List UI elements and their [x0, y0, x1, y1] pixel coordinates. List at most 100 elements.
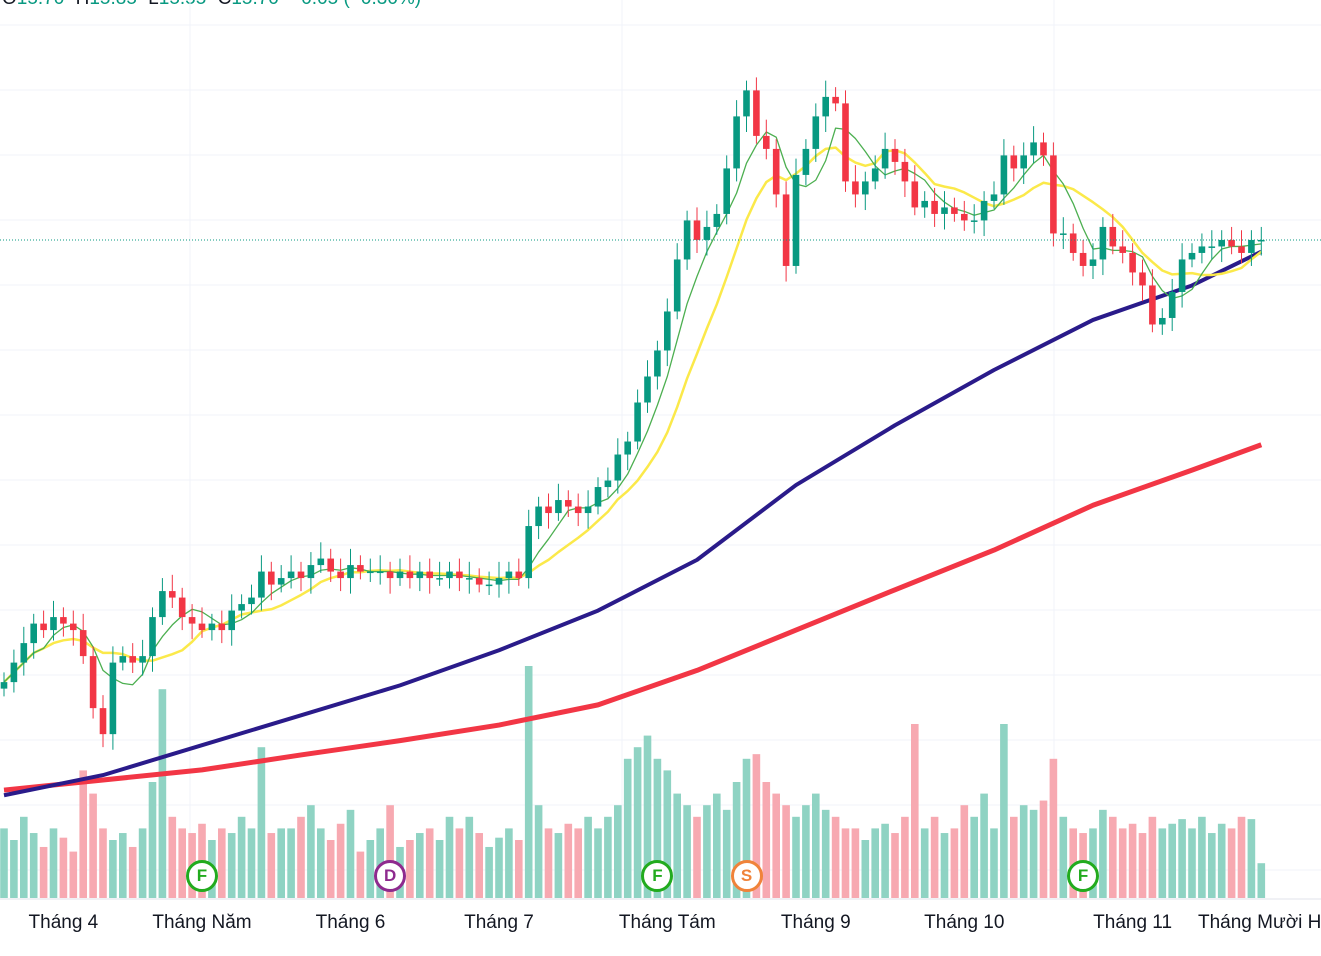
- volume-bar: [643, 735, 652, 898]
- volume-bar: [416, 833, 424, 898]
- candle-body: [1000, 155, 1008, 195]
- volume-bar: [861, 840, 870, 898]
- high-value: 15.85: [89, 0, 137, 9]
- volume-bar: [59, 837, 68, 898]
- candle-body: [475, 578, 483, 585]
- open-value: 15.70: [17, 0, 65, 9]
- candle-body: [980, 200, 988, 221]
- candle-body: [1238, 246, 1245, 253]
- volume-bar: [326, 840, 335, 898]
- volume-bar: [386, 805, 394, 898]
- volume-bar: [633, 747, 642, 898]
- volume-bar: [574, 828, 582, 898]
- volume-bar: [742, 758, 751, 898]
- volume-bar: [831, 816, 840, 898]
- open-label: O: [2, 0, 17, 9]
- candle-body: [1248, 239, 1255, 253]
- volume-bar: [772, 793, 780, 898]
- candle-body: [614, 454, 622, 481]
- candle-body: [347, 565, 354, 579]
- volume-bar: [1217, 823, 1226, 898]
- volume-bar: [891, 833, 899, 898]
- candle-body: [911, 181, 919, 208]
- volume-bar: [564, 823, 573, 898]
- time-axis-label: Tháng Tám: [618, 912, 716, 933]
- volume-bar: [1019, 805, 1028, 898]
- volume-bar: [623, 758, 632, 898]
- candle-body: [129, 656, 136, 663]
- volume-bar: [881, 823, 889, 898]
- ma-fast-line: [3, 127, 1262, 686]
- candle-body: [287, 571, 295, 579]
- candle-body: [466, 578, 473, 580]
- time-axis-label: Tháng Mười Hai: [1198, 912, 1321, 933]
- candle-body: [268, 571, 275, 585]
- volume-bar: [722, 809, 731, 898]
- candle-body: [594, 487, 602, 507]
- event-marker[interactable]: F: [641, 860, 674, 892]
- event-marker[interactable]: D: [374, 860, 407, 892]
- candle-body: [30, 623, 37, 644]
- candle-body: [555, 500, 562, 514]
- event-marker[interactable]: F: [1067, 860, 1100, 892]
- candle-body: [1099, 226, 1107, 260]
- price-chart[interactable]: [0, 0, 1321, 900]
- event-marker[interactable]: S: [730, 860, 763, 892]
- volume-bar: [1148, 816, 1157, 898]
- volume-bar: [604, 816, 612, 898]
- time-axis-label: Tháng 10: [924, 912, 1005, 933]
- volume-bar: [406, 840, 414, 898]
- candle-body: [644, 376, 651, 403]
- volume-bar: [1029, 809, 1038, 898]
- candle-body: [1159, 317, 1166, 325]
- candle-body: [792, 174, 800, 266]
- volume-bar: [1247, 819, 1256, 898]
- volume-bar: [247, 828, 256, 898]
- volume-bar: [89, 793, 97, 898]
- volume-bar: [20, 816, 28, 898]
- candle-body: [941, 207, 948, 214]
- volume-bar: [49, 828, 58, 898]
- candle-body: [921, 200, 928, 208]
- candle-body: [258, 571, 265, 598]
- time-axis-label: Tháng Năm: [152, 912, 252, 933]
- volume-bar: [0, 828, 8, 898]
- candle-body: [1149, 285, 1156, 325]
- candle-body: [881, 148, 889, 169]
- candle-body: [574, 506, 582, 514]
- volume-bar: [39, 846, 48, 898]
- volume-bar: [307, 805, 315, 898]
- candle-body: [1129, 252, 1136, 273]
- candle-body: [990, 194, 998, 201]
- volume-bar: [812, 793, 820, 898]
- low-label: L: [148, 0, 159, 9]
- candle-body: [396, 571, 404, 579]
- volume-bar: [10, 840, 18, 898]
- candle-body: [436, 578, 443, 580]
- candle-body: [1069, 233, 1077, 253]
- volume-bar: [732, 782, 741, 898]
- volume-bar: [346, 809, 355, 898]
- candle-body: [159, 591, 166, 618]
- candle-body: [139, 656, 146, 663]
- candle-body: [1139, 272, 1146, 286]
- candle-body: [970, 220, 978, 222]
- close-label: C: [218, 0, 232, 9]
- candle-body: [169, 591, 176, 598]
- candle-body: [406, 571, 414, 579]
- volume-bar: [1178, 819, 1186, 898]
- volume-bar: [109, 840, 117, 898]
- event-marker[interactable]: F: [186, 860, 218, 892]
- volume-bar: [901, 816, 909, 898]
- volume-bar: [653, 758, 662, 898]
- candle-body: [149, 617, 156, 657]
- candle-body: [337, 571, 344, 579]
- candle-body: [79, 630, 87, 657]
- time-axis-label: Tháng 4: [28, 912, 99, 933]
- volume-bar: [297, 816, 305, 898]
- time-axis-label: Tháng 6: [315, 912, 386, 933]
- volume-bar: [1039, 800, 1048, 898]
- close-value: 15.70: [231, 0, 279, 9]
- volume-bar: [227, 833, 236, 898]
- candle-body: [416, 571, 424, 579]
